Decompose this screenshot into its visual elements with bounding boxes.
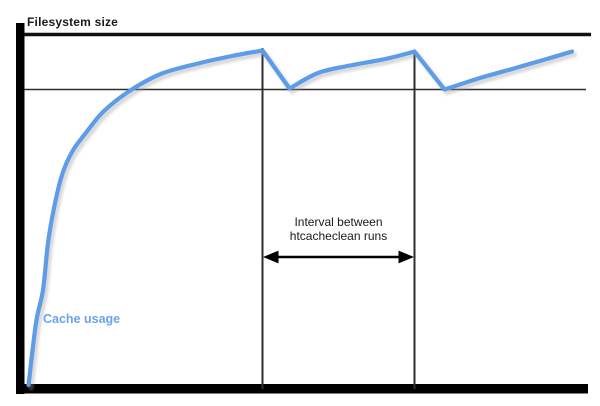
interval-arrow-right-head [398,250,414,264]
interval-label: Interval between htcacheclean runs [262,215,415,243]
interval-arrow-left-head [263,250,279,264]
y-axis-bar [16,23,25,394]
interval-label-line1: Interval between [294,215,383,229]
y-axis-label: Filesystem size [27,15,119,29]
interval-arrow [263,250,414,264]
interval-label-line2: htcacheclean runs [289,228,388,243]
cache-usage-curve-shadow [28,51,577,391]
x-axis-bar [16,384,588,394]
cache-usage-label: Cache usage [43,312,121,326]
cache-usage-curve [26,48,575,388]
